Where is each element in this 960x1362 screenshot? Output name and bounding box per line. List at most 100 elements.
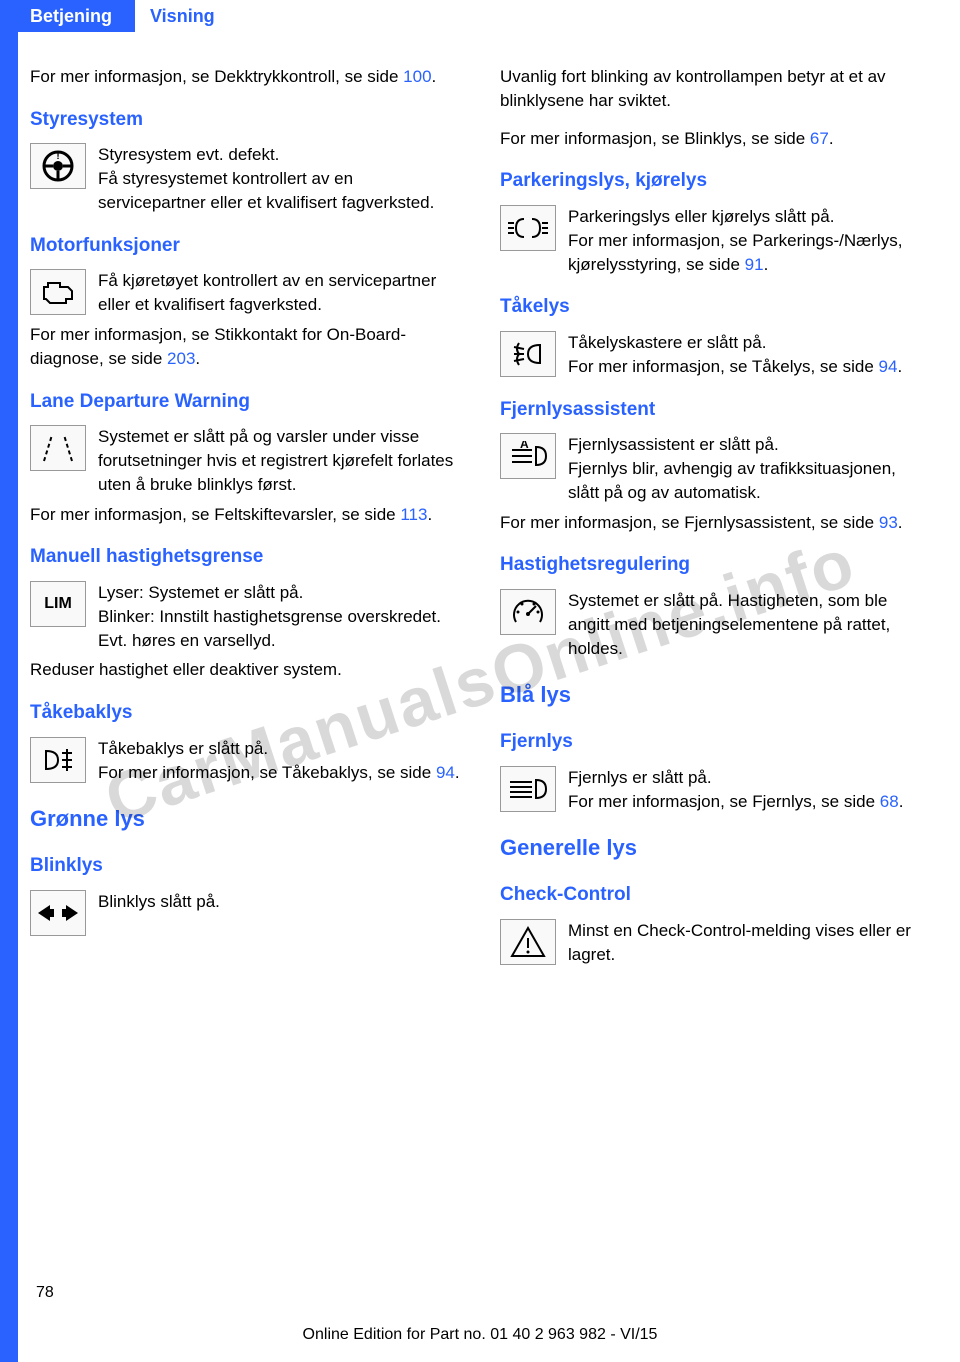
page-number: 78 (36, 1284, 54, 1302)
fog-light-icon (500, 331, 556, 377)
motor-heading: Motorfunksjoner (30, 233, 460, 260)
fjernlysassistent-block: A Fjernlysassistent er slått på. Fjernly… (500, 433, 930, 504)
lim-icon: LIM (30, 581, 86, 627)
fjernlysassistent-text: Fjernlysassistent er slått på. Fjernlys … (568, 433, 930, 504)
takelys-block: Tåkelyskastere er slått på. For mer info… (500, 331, 930, 379)
takelys-p1: Tåkelyskastere er slått på. (568, 331, 930, 355)
right-intro2b: . (829, 129, 834, 148)
hastighet-text: Systemet er slått på. Hastigheten, som b… (568, 589, 930, 660)
manuell-heading: Manuell hastighetsgrense (30, 544, 460, 571)
fjernlys-p2: For mer informasjon, se Fjernlys, se sid… (568, 790, 930, 814)
fjernlys-p2a: For mer informasjon, se Fjernlys, se sid… (568, 792, 880, 811)
motor-text: Få kjøretøyet kontrollert av en servicep… (98, 269, 460, 317)
fjernlysassistent-heading: Fjernlysassistent (500, 397, 930, 424)
manuell-block: LIM Lyser: Systemet er slått på. Blinker… (30, 581, 460, 652)
takelys-heading: Tåkelys (500, 294, 930, 321)
manuell-p2: Blinker: Innstilt hastighetsgrense overs… (98, 605, 460, 653)
takelys-text: Tåkelyskastere er slått på. For mer info… (568, 331, 930, 379)
fjernlys-text: Fjernlys er slått på. For mer informasjo… (568, 766, 930, 814)
svg-text:!: ! (56, 151, 59, 162)
speedometer-icon (500, 589, 556, 635)
motor-p2a: For mer informasjon, se Stikkontakt for … (30, 325, 406, 368)
page-ref-link[interactable]: 113 (400, 505, 427, 524)
lane-text: Systemet er slått på og varsler under vi… (98, 425, 460, 496)
fjernlysassistent-p3a: For mer informasjon, se Fjernlysassisten… (500, 513, 879, 532)
intro-para: For mer informasjon, se Dekktrykkontroll… (30, 65, 460, 89)
takebaklys-p1: Tåkebaklys er slått på. (98, 737, 460, 761)
steering-wheel-icon: ! (30, 143, 86, 189)
lane-p1: Systemet er slått på og varsler under vi… (98, 425, 460, 496)
parkering-heading: Parkeringslys, kjørelys (500, 168, 930, 195)
blinklys-text: Blinklys slått på. (98, 890, 460, 914)
right-intro2a: For mer informasjon, se Blinklys, se sid… (500, 129, 810, 148)
svg-text:A: A (520, 441, 529, 451)
styresystem-heading: Styresystem (30, 107, 460, 134)
manuell-p3: Reduser hastighet eller deaktiver system… (30, 658, 460, 682)
parking-light-icon (500, 205, 556, 251)
parkering-text: Parkeringslys eller kjørelys slått på. F… (568, 205, 930, 276)
hastighet-p1: Systemet er slått på. Hastigheten, som b… (568, 589, 930, 660)
content: For mer informasjon, se Dekktrykkontroll… (30, 65, 930, 972)
styresystem-text: Styresystem evt. defekt. Få styresysteme… (98, 143, 460, 214)
hastighet-heading: Hastighetsregulering (500, 552, 930, 579)
parkering-p2: For mer informasjon, se Parkerings-/Nærl… (568, 229, 930, 277)
takebaklys-heading: Tåkebaklys (30, 700, 460, 727)
right-intro1: Uvanlig fort blinking av kontrollampen b… (500, 65, 930, 113)
manuell-p1: Lyser: Systemet er slått på. (98, 581, 460, 605)
check-text: Minst en Check-Control-melding vises ell… (568, 919, 930, 967)
footer-text: Online Edition for Part no. 01 40 2 963 … (0, 1326, 960, 1344)
left-column: For mer informasjon, se Dekktrykkontroll… (30, 65, 460, 972)
side-bar (0, 0, 18, 1362)
fjernlysassistent-p1: Fjernlysassistent er slått på. (568, 433, 930, 457)
page-ref-link[interactable]: 100 (403, 67, 431, 86)
lane-heading: Lane Departure Warning (30, 389, 460, 416)
check-block: Minst en Check-Control-melding vises ell… (500, 919, 930, 967)
takebaklys-p2b: . (455, 763, 460, 782)
page-ref-link[interactable]: 93 (879, 513, 898, 532)
page-ref-link[interactable]: 91 (745, 255, 764, 274)
motor-p1: Få kjøretøyet kontrollert av en servicep… (98, 269, 460, 317)
lane-block: Systemet er slått på og varsler under vi… (30, 425, 460, 496)
styresystem-block: ! Styresystem evt. defekt. Få styresyste… (30, 143, 460, 214)
check-p1: Minst en Check-Control-melding vises ell… (568, 919, 930, 967)
takebaklys-p2: For mer informasjon, se Tåkebaklys, se s… (98, 761, 460, 785)
page-ref-link[interactable]: 203 (167, 349, 195, 368)
right-intro2: For mer informasjon, se Blinklys, se sid… (500, 127, 930, 151)
page-ref-link[interactable]: 94 (879, 357, 898, 376)
page-ref-link[interactable]: 94 (436, 763, 455, 782)
page-ref-link[interactable]: 67 (810, 129, 829, 148)
hastighet-block: Systemet er slått på. Hastigheten, som b… (500, 589, 930, 660)
blinklys-heading: Blinklys (30, 853, 460, 880)
right-column: Uvanlig fort blinking av kontrollampen b… (500, 65, 930, 972)
motor-block: Få kjøretøyet kontrollert av en servicep… (30, 269, 460, 317)
high-beam-icon (500, 766, 556, 812)
blinklys-block: Blinklys slått på. (30, 890, 460, 936)
manuell-text: Lyser: Systemet er slått på. Blinker: In… (98, 581, 460, 652)
parkering-p2a: For mer informasjon, se Parkerings-/Nærl… (568, 231, 902, 274)
parkering-p1: Parkeringslys eller kjørelys slått på. (568, 205, 930, 229)
lane-departure-icon (30, 425, 86, 471)
motor-p2b: . (195, 349, 200, 368)
lane-p2: For mer informasjon, se Feltskiftevarsle… (30, 503, 460, 527)
parkering-block: Parkeringslys eller kjørelys slått på. F… (500, 205, 930, 276)
takebaklys-text: Tåkebaklys er slått på. For mer informas… (98, 737, 460, 785)
page-ref-link[interactable]: 68 (880, 792, 899, 811)
intro-text: For mer informasjon, se Dekktrykkontroll… (30, 67, 403, 86)
engine-icon (30, 269, 86, 315)
intro-end: . (432, 67, 437, 86)
high-beam-assist-icon: A (500, 433, 556, 479)
lane-p2a: For mer informasjon, se Feltskiftevarsle… (30, 505, 400, 524)
fjernlys-block: Fjernlys er slått på. For mer informasjo… (500, 766, 930, 814)
fjernlysassistent-p2: Fjernlys blir, avhengig av trafikksituas… (568, 457, 930, 505)
header-betjening: Betjening (30, 6, 112, 27)
lane-p2b: . (427, 505, 432, 524)
fjernlys-p1: Fjernlys er slått på. (568, 766, 930, 790)
takebaklys-block: Tåkebaklys er slått på. For mer informas… (30, 737, 460, 785)
takelys-p2a: For mer informasjon, se Tåkelys, se side (568, 357, 879, 376)
takelys-p2: For mer informasjon, se Tåkelys, se side… (568, 355, 930, 379)
fjernlysassistent-p3: For mer informasjon, se Fjernlysassisten… (500, 511, 930, 535)
check-heading: Check-Control (500, 882, 930, 909)
takelys-p2b: . (897, 357, 902, 376)
motor-p2: For mer informasjon, se Stikkontakt for … (30, 323, 460, 371)
blinklys-p1: Blinklys slått på. (98, 890, 460, 914)
